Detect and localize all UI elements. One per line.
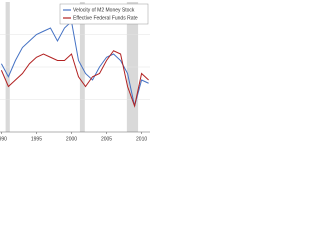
x-tick-label: 2000: [66, 136, 77, 142]
legend-label: Velocity of M2 Money Stock: [73, 7, 135, 13]
x-tick-label: 2010: [136, 136, 147, 142]
x-tick-label: 2005: [101, 136, 112, 142]
series-line: [0, 50, 149, 108]
legend-box: [59, 3, 149, 25]
legend-label: Effective Federal Funds Rate: [73, 15, 138, 21]
series-line: [0, 20, 149, 107]
x-tick-label: 1995: [31, 136, 42, 142]
x-tick-label: 1990: [0, 136, 7, 142]
page: 1990 1995 2000 2005 2010 Velocity of M2 Money…: [0, 0, 150, 150]
chart: 1990 1995 2000 2005 2010 Velocity of M2 Money…: [0, 0, 150, 150]
